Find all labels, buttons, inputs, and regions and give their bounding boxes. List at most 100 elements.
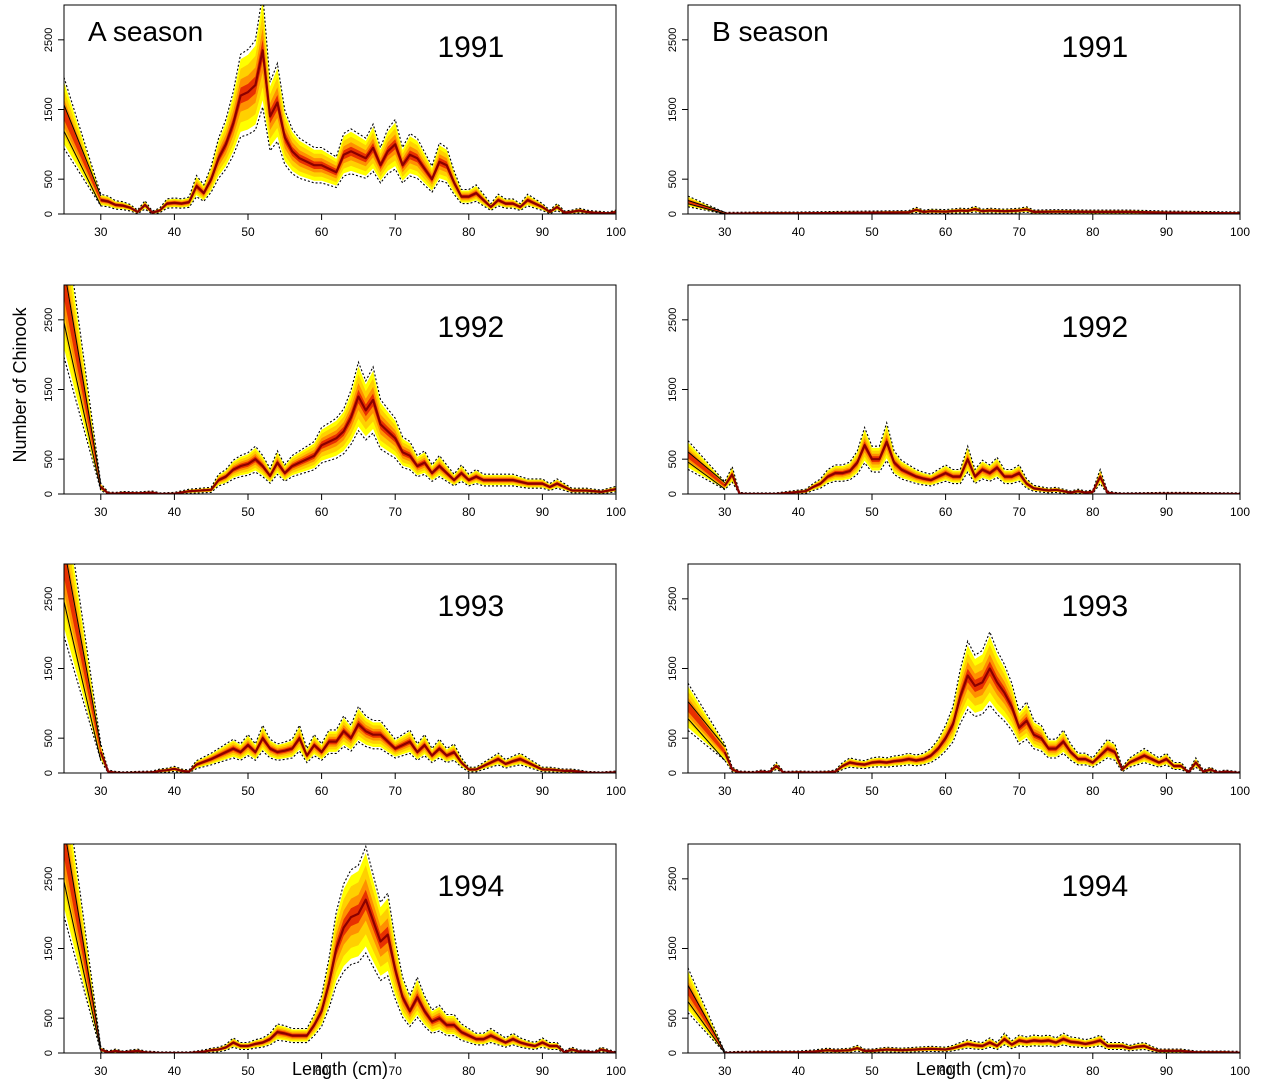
x-tick-label: 90: [536, 225, 550, 239]
x-tick-label: 90: [536, 1064, 550, 1078]
season-label: B season: [712, 16, 829, 47]
x-tick-label: 90: [1160, 1064, 1174, 1078]
x-tick-label: 60: [315, 505, 329, 519]
band-inner: [688, 654, 1240, 773]
y-tick-label: 1500: [43, 97, 55, 121]
ci-lower-line: [688, 459, 1240, 494]
plot-area: [64, 285, 616, 494]
x-tick-label: 100: [606, 225, 626, 239]
ci-lower-line: [688, 704, 1240, 773]
plot-area: [688, 195, 1240, 214]
edge-line-upper: [688, 199, 725, 213]
x-tick-label: 100: [1230, 225, 1250, 239]
panel-frame: [687, 843, 1241, 1054]
x-tick-label: 90: [536, 505, 550, 519]
band-mid: [64, 13, 616, 214]
x-tick-label: 80: [462, 784, 476, 798]
edge-line-upper: [66, 564, 102, 747]
x-tick-label: 50: [241, 784, 255, 798]
panel-b-1994: 30 40 50 60 70 80 90 100 0 500 1500 2500 1994: [667, 843, 1250, 1078]
x-tick-label: 60: [939, 505, 953, 519]
y-tick-label: 0: [43, 491, 55, 497]
y-tick-label: 2500: [43, 587, 55, 611]
ci-upper-line: [73, 564, 616, 773]
y-tick-label: 1500: [667, 936, 679, 960]
year-label: 1991: [437, 31, 504, 64]
y-tick-label: 500: [667, 170, 679, 188]
x-tick-label: 50: [865, 225, 879, 239]
y-axis-label: Number of Chinook: [10, 306, 30, 462]
year-label: 1991: [1061, 31, 1128, 64]
y-tick-label: 500: [667, 1009, 679, 1027]
edge-line-upper: [64, 104, 102, 197]
x-tick-label: 70: [1013, 505, 1027, 519]
plot-area: [64, 564, 616, 773]
y-tick-label: 0: [667, 1050, 679, 1056]
band-inner: [64, 285, 616, 494]
x-tick-label: 50: [241, 1064, 255, 1078]
edge-line-upper: [66, 285, 102, 485]
x-tick-label: 80: [462, 225, 476, 239]
y-tick-label: 2500: [43, 308, 55, 332]
median-line: [723, 667, 1240, 773]
x-tick-label: 60: [939, 784, 953, 798]
x-tick-label: 80: [1086, 505, 1100, 519]
x-tick-label: 40: [792, 1064, 806, 1078]
x-tick-label: 50: [865, 784, 879, 798]
x-tick-label: 30: [718, 784, 732, 798]
median-line: [723, 440, 1240, 494]
median-line: [724, 208, 1240, 214]
y-tick-label: 500: [43, 729, 55, 747]
band-outer: [688, 425, 1240, 494]
ci-upper-line: [688, 630, 1240, 773]
x-tick-label: 30: [718, 505, 732, 519]
year-label: 1992: [437, 311, 504, 344]
x-tick-label: 80: [1086, 225, 1100, 239]
panel-a-1994: 30 40 50 60 70 80 90 100 0 500 1500 2500 1994: [43, 843, 626, 1078]
year-label: 1993: [437, 590, 504, 623]
x-tick-label: 60: [315, 1064, 329, 1078]
ci-upper-line: [688, 195, 1240, 213]
x-tick-label: 40: [792, 225, 806, 239]
edge-line-lower: [688, 718, 726, 761]
x-tick-label: 70: [389, 1064, 403, 1078]
median-line: [100, 49, 616, 214]
y-tick-label: 0: [43, 211, 55, 217]
edge-line-upper: [688, 701, 726, 747]
x-tick-label: 40: [168, 505, 182, 519]
x-tick-label: 70: [1013, 784, 1027, 798]
y-tick-label: 500: [667, 450, 679, 468]
panel-a-1991: 30 40 50 60 70 80 90 100 0 500 1500 2500 1991 A seaso…: [43, 4, 626, 239]
median-line: [100, 395, 616, 494]
band-outer: [64, 285, 616, 494]
x-tick-label: 30: [94, 225, 108, 239]
x-tick-label: 40: [168, 1064, 182, 1078]
x-tick-label: 80: [462, 505, 476, 519]
band-mid: [688, 429, 1240, 494]
edge-line-lower: [688, 1001, 726, 1053]
y-tick-label: 1500: [43, 377, 55, 401]
y-tick-label: 2500: [43, 867, 55, 891]
band-core: [64, 39, 616, 214]
plot-area: [688, 630, 1240, 773]
y-tick-label: 500: [667, 729, 679, 747]
edge-line-upper: [688, 451, 726, 483]
edge-line-lower: [64, 881, 102, 1052]
y-tick-label: 500: [43, 1009, 55, 1027]
edge-line-upper: [688, 985, 726, 1052]
x-tick-label: 90: [1160, 505, 1174, 519]
y-tick-label: 1500: [43, 936, 55, 960]
year-label: 1994: [437, 870, 504, 903]
x-tick-label: 30: [718, 1064, 732, 1078]
plot-area: [64, 844, 616, 1053]
year-label: 1992: [1061, 311, 1128, 344]
x-tick-label: 50: [241, 505, 255, 519]
panel-b-1993: 30 40 50 60 70 80 90 100 0 500 1500 2500 1993: [667, 563, 1250, 798]
median-line: [99, 723, 616, 773]
panel-a-1993: 30 40 50 60 70 80 90 100 0 500 1500 2500 1993: [43, 563, 626, 798]
edge-line-lower: [688, 461, 726, 490]
panel-b-1992: 30 40 50 60 70 80 90 100 0 500 1500 2500 1992: [667, 284, 1250, 519]
edge-line-lower: [688, 203, 725, 214]
